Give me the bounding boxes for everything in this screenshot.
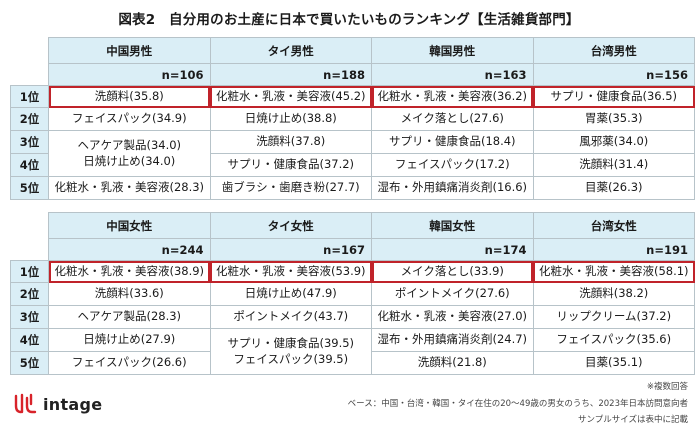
rank-label: 4位 xyxy=(10,153,49,177)
rank-label: 3位 xyxy=(10,305,49,329)
header-row: 中国女性 タイ女性 韓国女性 台湾女性 xyxy=(11,212,695,239)
sample-size: n=188 xyxy=(209,63,372,86)
rank-cell: 日焼け止め(27.9) xyxy=(48,328,211,352)
rank-cell: 化粧水・乳液・美容液(53.9) xyxy=(209,260,372,283)
tied-rank-cell: サプリ・健康食品(39.5) フェイスパック(39.5) xyxy=(209,328,372,375)
rank-cell: フェイスパック(17.2) xyxy=(371,153,534,177)
rank-cell: 湿布・外用鎮痛消炎剤(16.6) xyxy=(371,176,534,200)
column-header-taiwan-female: 台湾女性 xyxy=(532,212,695,239)
rank-cell: 化粧水・乳液・美容液(28.3) xyxy=(48,176,211,200)
rank-cell: 洗顔料(38.2) xyxy=(532,282,695,306)
table-row: 1位 化粧水・乳液・美容液(38.9) 化粧水・乳液・美容液(53.9) メイク… xyxy=(10,260,695,283)
rank-cell: サプリ・健康食品(18.4) xyxy=(371,130,534,154)
table-row: 2位 洗顔料(33.6) 日焼け止め(47.9) ポイントメイク(27.6) 洗… xyxy=(10,282,695,306)
column-header-china-female: 中国女性 xyxy=(48,212,211,239)
sample-size: n=106 xyxy=(48,63,211,86)
rank-label: 1位 xyxy=(10,260,49,283)
table-row: 3位 ヘアケア製品(34.0) 日焼け止め(34.0) 洗顔料(37.8) サプ… xyxy=(10,130,695,177)
sample-size: n=191 xyxy=(532,238,695,261)
column-header-korea-female: 韓国女性 xyxy=(371,212,534,239)
tied-item: ヘアケア製品(34.0) xyxy=(77,137,182,152)
rank-cell: リップクリーム(37.2) xyxy=(532,305,695,329)
intage-logo-mark-icon xyxy=(14,393,37,414)
male-ranking-table: 中国男性 タイ男性 韓国男性 台湾男性 n=106 n=188 n=163 n=… xyxy=(10,37,695,200)
rank-cell: 湿布・外用鎮痛消炎剤(24.7) xyxy=(371,328,534,352)
blank-corner xyxy=(11,64,49,86)
sample-size: n=167 xyxy=(209,238,372,261)
intage-logo-text: intage xyxy=(43,394,103,414)
multiple-answer-note: ※複数回答 xyxy=(646,382,688,392)
sample-size-note: サンプルサイズは表中に記載 xyxy=(578,415,688,425)
tied-item: サプリ・健康食品(39.5) xyxy=(227,335,355,350)
rank-cell: 日焼け止め(47.9) xyxy=(209,282,372,306)
blank-corner xyxy=(11,239,49,261)
tied-rank-cell: ヘアケア製品(34.0) 日焼け止め(34.0) xyxy=(48,130,211,177)
column-header-china-male: 中国男性 xyxy=(48,37,211,64)
rank-cell: サプリ・健康食品(37.2) xyxy=(209,153,372,177)
rank-cell: 日焼け止め(38.8) xyxy=(209,107,372,131)
blank-corner xyxy=(11,213,49,239)
rank-cell: 胃薬(35.3) xyxy=(532,107,695,131)
rank-cell: 化粧水・乳液・美容液(38.9) xyxy=(48,260,211,283)
rank-cell: 洗顔料(35.8) xyxy=(48,85,211,108)
column-header-thai-male: タイ男性 xyxy=(209,37,372,64)
sample-size-row: n=244 n=167 n=174 n=191 xyxy=(11,238,695,261)
sample-size: n=163 xyxy=(371,63,534,86)
rank-cell: 化粧水・乳液・美容液(58.1) xyxy=(532,260,695,283)
rank-label: 2位 xyxy=(10,107,49,131)
rank-cell: 化粧水・乳液・美容液(45.2) xyxy=(209,85,372,108)
rank-cell: 目薬(26.3) xyxy=(532,176,695,200)
rank-cell: ポイントメイク(27.6) xyxy=(371,282,534,306)
rank-label: 1位 xyxy=(10,85,49,108)
rank-cell: メイク落とし(33.9) xyxy=(371,260,534,283)
rank-cell: 洗顔料(21.8) xyxy=(371,351,534,375)
table-row: 1位 洗顔料(35.8) 化粧水・乳液・美容液(45.2) 化粧水・乳液・美容液… xyxy=(10,85,695,108)
sample-size: n=174 xyxy=(371,238,534,261)
table-row: 4位 サプリ・健康食品(37.2) フェイスパック(17.2) 洗顔料(31.4… xyxy=(10,153,695,177)
table-row: 4位 日焼け止め(27.9) サプリ・健康食品(39.5) フェイスパック(39… xyxy=(10,328,695,375)
rank-cell: 風邪薬(34.0) xyxy=(532,130,695,154)
rank-label: 3位 xyxy=(10,130,49,154)
rank-cell: ポイントメイク(43.7) xyxy=(209,305,372,329)
rank-cell: 洗顔料(37.8) xyxy=(209,130,372,154)
blank-corner xyxy=(11,38,49,64)
female-ranking-table: 中国女性 タイ女性 韓国女性 台湾女性 n=244 n=167 n=174 n=… xyxy=(10,212,695,375)
rank-label: 5位 xyxy=(10,351,49,375)
rank-cell: フェイスパック(35.6) xyxy=(532,328,695,352)
rank-cell: ヘアケア製品(28.3) xyxy=(48,305,211,329)
rank-label: 4位 xyxy=(10,328,49,352)
sample-size-row: n=106 n=188 n=163 n=156 xyxy=(11,63,695,86)
table-row: 3位 ヘアケア製品(28.3) ポイントメイク(43.7) 化粧水・乳液・美容液… xyxy=(10,305,695,329)
rank-cell: 化粧水・乳液・美容液(27.0) xyxy=(371,305,534,329)
page-title: 図表2 自分用のお土産に日本で買いたいものランキング【生活雑貨部門】 xyxy=(118,12,580,28)
table-row: 5位 化粧水・乳液・美容液(28.3) 歯ブラシ・歯磨き粉(27.7) 湿布・外… xyxy=(10,176,695,200)
rank-cell: 歯ブラシ・歯磨き粉(27.7) xyxy=(209,176,372,200)
rank-cell: 化粧水・乳液・美容液(36.2) xyxy=(371,85,534,108)
rank-cell: サプリ・健康食品(36.5) xyxy=(532,85,695,108)
tied-item: 日焼け止め(34.0) xyxy=(83,153,176,168)
table-row: 5位 フェイスパック(26.6) 洗顔料(21.8) 目薬(35.1) xyxy=(10,351,695,375)
column-header-korea-male: 韓国男性 xyxy=(371,37,534,64)
rank-cell: フェイスパック(34.9) xyxy=(48,107,211,131)
rank-cell: フェイスパック(26.6) xyxy=(48,351,211,375)
rank-cell: メイク落とし(27.6) xyxy=(371,107,534,131)
intage-logo: intage xyxy=(12,392,102,416)
base-note: ベース：中国・台湾・韓国・タイ在住の20～49歳の男女のうち、2023年日本訪問… xyxy=(347,399,688,409)
rank-cell: 洗顔料(31.4) xyxy=(532,153,695,177)
sample-size: n=244 xyxy=(48,238,211,261)
rank-label: 2位 xyxy=(10,282,49,306)
table-row: 2位 フェイスパック(34.9) 日焼け止め(38.8) メイク落とし(27.6… xyxy=(10,107,695,131)
sample-size: n=156 xyxy=(532,63,695,86)
rank-cell: 目薬(35.1) xyxy=(532,351,695,375)
rank-cell: 洗顔料(33.6) xyxy=(48,282,211,306)
rank-label: 5位 xyxy=(10,176,49,200)
header-row: 中国男性 タイ男性 韓国男性 台湾男性 xyxy=(11,37,695,64)
tied-item: フェイスパック(39.5) xyxy=(233,351,349,366)
column-header-thai-female: タイ女性 xyxy=(209,212,372,239)
column-header-taiwan-male: 台湾男性 xyxy=(532,37,695,64)
